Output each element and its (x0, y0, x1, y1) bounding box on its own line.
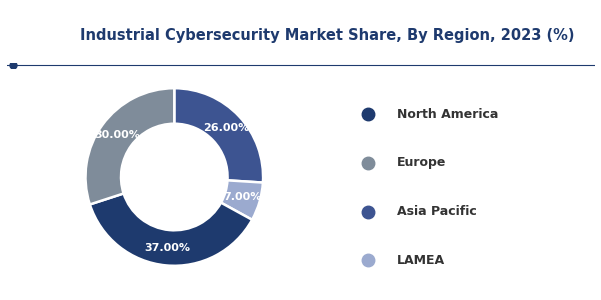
Text: RESEARCH: RESEARCH (17, 42, 60, 48)
Text: 26.00%: 26.00% (203, 123, 249, 134)
Wedge shape (85, 88, 174, 204)
Wedge shape (221, 180, 263, 220)
Text: Industrial Cybersecurity Market Share, By Region, 2023 (%): Industrial Cybersecurity Market Share, B… (81, 28, 575, 43)
Text: Europe: Europe (397, 156, 446, 169)
Text: 30.00%: 30.00% (94, 130, 140, 140)
Wedge shape (90, 194, 252, 266)
Text: PRECEDENCE: PRECEDENCE (12, 26, 66, 32)
Text: Asia Pacific: Asia Pacific (397, 205, 477, 218)
Text: 37.00%: 37.00% (145, 243, 191, 253)
Text: LAMEA: LAMEA (397, 254, 445, 267)
Wedge shape (174, 88, 263, 183)
Text: 7.00%: 7.00% (224, 192, 261, 202)
Text: North America: North America (397, 107, 498, 121)
